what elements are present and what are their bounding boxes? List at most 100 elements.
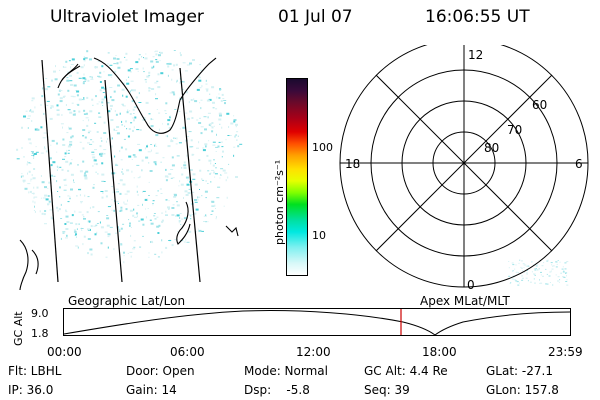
- speckle: [96, 231, 98, 234]
- speckle: [120, 206, 123, 209]
- speckle: [86, 211, 89, 214]
- speckle: [128, 76, 130, 78]
- speckle: [153, 213, 156, 214]
- speckle: [120, 227, 123, 230]
- speckle: [159, 188, 162, 190]
- speckle: [142, 117, 146, 118]
- speckle: [207, 170, 210, 172]
- speckle: [210, 162, 212, 165]
- speckle: [542, 275, 544, 277]
- speckle: [515, 264, 517, 266]
- speckle: [211, 122, 214, 124]
- speckle: [200, 99, 203, 101]
- speckle: [539, 279, 540, 281]
- speckle: [174, 109, 177, 110]
- speckle: [531, 261, 533, 263]
- speckle: [71, 135, 74, 138]
- speckle: [84, 172, 86, 175]
- speckle: [63, 179, 66, 181]
- speckle: [166, 63, 170, 65]
- speckle: [214, 173, 218, 175]
- speckle: [183, 217, 187, 220]
- speckle: [129, 71, 132, 73]
- speckle: [126, 190, 130, 193]
- speckle: [141, 159, 144, 162]
- speckle: [218, 93, 220, 95]
- speckle: [97, 61, 101, 63]
- speckle: [557, 280, 559, 282]
- speckle: [521, 279, 524, 281]
- speckle: [189, 169, 193, 171]
- speckle: [189, 110, 193, 113]
- speckle: [131, 170, 133, 173]
- lat-label-70: 70: [507, 123, 522, 137]
- speckle: [181, 167, 183, 169]
- speckle: [194, 183, 198, 186]
- speckle: [523, 264, 525, 266]
- speckle: [187, 179, 189, 181]
- speckle: [68, 127, 72, 130]
- speckle: [216, 197, 220, 199]
- speckle: [182, 62, 186, 64]
- speckle: [228, 135, 232, 136]
- orbit-ytick-top: 9.0: [31, 307, 49, 320]
- speckle: [83, 64, 85, 67]
- speckle: [188, 117, 190, 120]
- speckle: [165, 168, 167, 171]
- speckle: [115, 201, 119, 203]
- speckle: [121, 168, 123, 170]
- speckle: [216, 133, 217, 136]
- speckle: [41, 95, 44, 98]
- speckle: [516, 281, 519, 283]
- speckle: [167, 123, 170, 126]
- door-status: Door: Open: [126, 364, 195, 378]
- speckle: [56, 142, 58, 145]
- speckle: [226, 196, 228, 199]
- speckle: [205, 197, 207, 199]
- speckle: [174, 239, 178, 241]
- speckle: [143, 71, 145, 73]
- speckle: [121, 120, 123, 123]
- speckle: [107, 63, 109, 65]
- speckle: [132, 117, 135, 119]
- speckle: [119, 229, 121, 232]
- speckle: [199, 189, 200, 190]
- speckle: [209, 93, 211, 95]
- speckle: [185, 238, 187, 241]
- speckle: [107, 52, 110, 54]
- speckle: [211, 86, 215, 89]
- speckle: [133, 246, 136, 248]
- speckle: [55, 65, 56, 68]
- speckle: [126, 169, 130, 172]
- speckle: [560, 272, 562, 274]
- speckle: [189, 62, 192, 65]
- speckle: [136, 185, 138, 188]
- speckle: [59, 69, 61, 71]
- speckle: [524, 264, 527, 266]
- geographic-image-panel: [16, 50, 243, 290]
- speckle: [233, 119, 237, 121]
- speckle: [529, 281, 532, 283]
- speckle: [221, 156, 223, 158]
- speckle: [103, 71, 105, 73]
- speckle: [122, 82, 126, 84]
- speckle: [33, 186, 35, 189]
- speckle: [33, 154, 35, 157]
- speckle: [143, 57, 144, 59]
- island-outline: [176, 201, 191, 245]
- speckle: [58, 167, 60, 169]
- speckle: [148, 74, 151, 76]
- speckle: [150, 144, 153, 145]
- speckle: [86, 96, 89, 99]
- speckle: [92, 104, 94, 106]
- speckle: [208, 159, 212, 162]
- speckle: [136, 212, 138, 215]
- speckle: [235, 176, 238, 178]
- speckle: [227, 176, 229, 179]
- speckle: [75, 236, 77, 238]
- speckle: [113, 57, 116, 60]
- speckle: [185, 176, 189, 179]
- speckle: [102, 92, 105, 93]
- speckle: [562, 271, 565, 273]
- speckle: [21, 126, 23, 129]
